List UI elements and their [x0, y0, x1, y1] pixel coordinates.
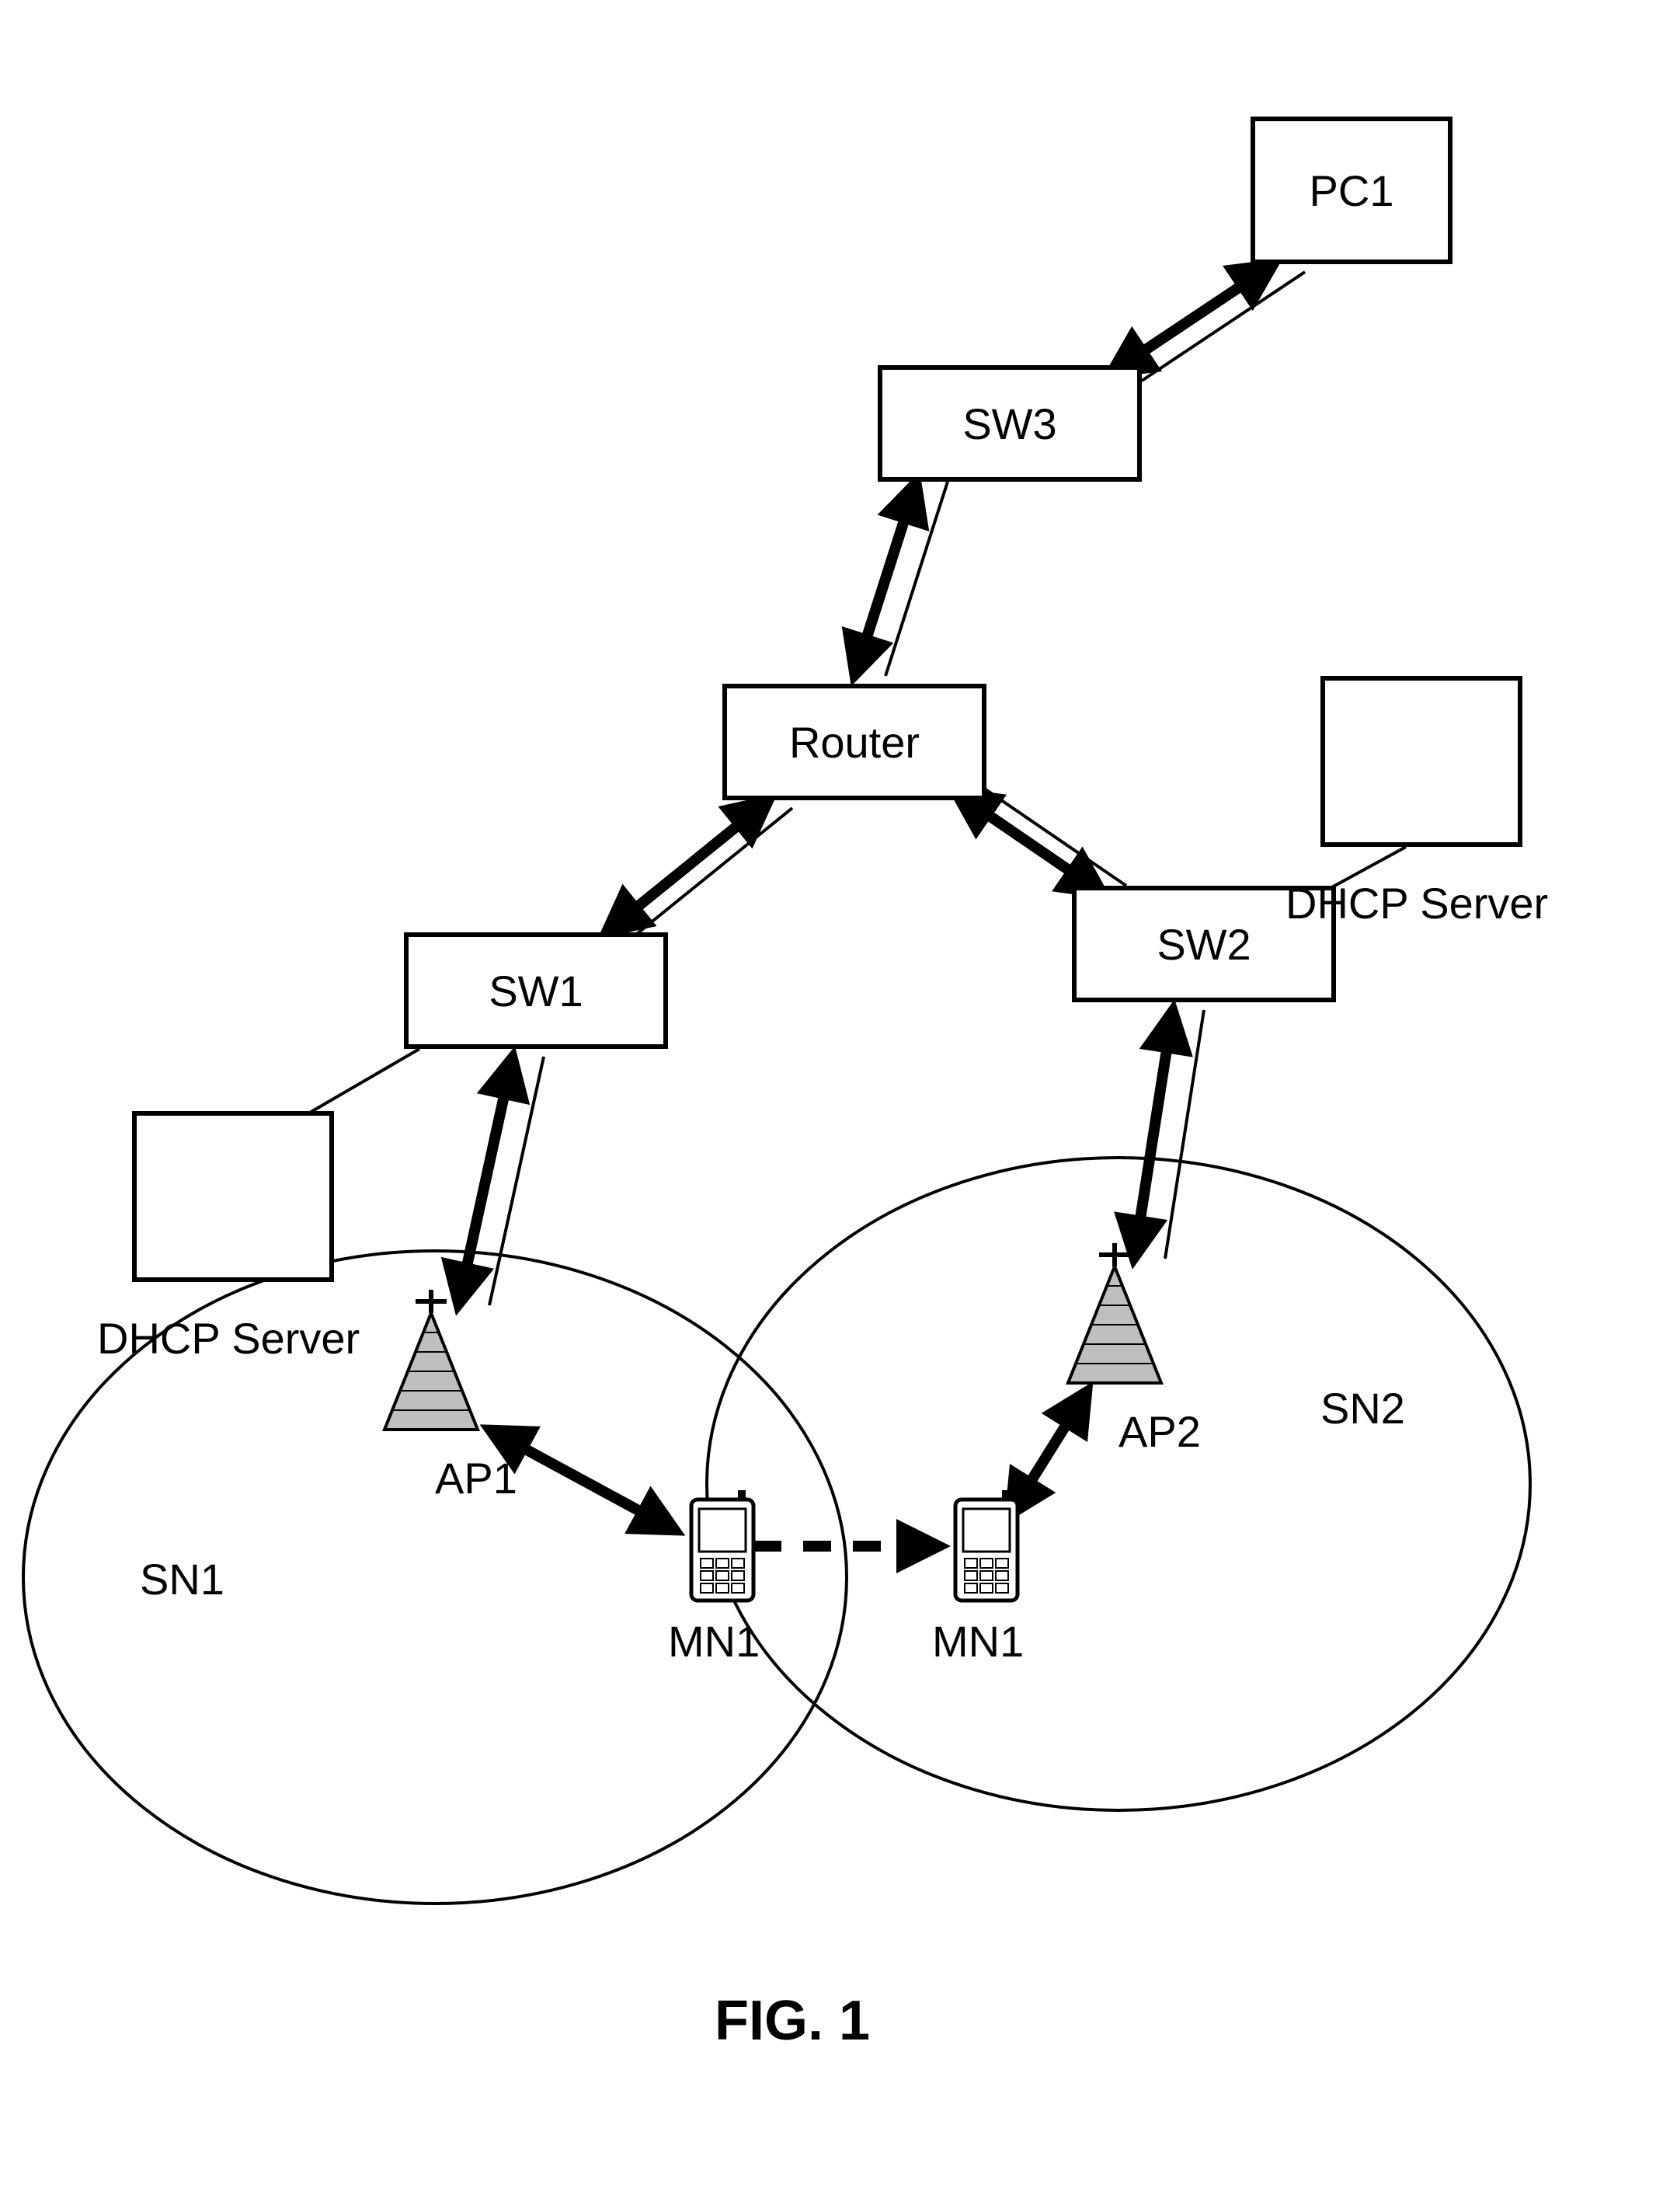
sn2-label: SN2	[1320, 1383, 1405, 1433]
mn1a-label: MN1	[668, 1616, 760, 1667]
ap1-label: AP1	[435, 1453, 517, 1503]
router-box: Router	[722, 684, 986, 800]
dhcp1-label: DHCP Server	[97, 1313, 360, 1364]
sw1-box: SW1	[404, 932, 668, 1049]
sw2-label: SW2	[1157, 919, 1251, 970]
network-diagram-svg	[0, 0, 1656, 2212]
router-label: Router	[789, 717, 920, 768]
ap2-label: AP2	[1118, 1406, 1201, 1457]
pc1-label: PC1	[1310, 165, 1394, 216]
antenna-icons	[384, 1243, 1161, 1430]
dhcp1-box	[132, 1111, 334, 1282]
pc1-box: PC1	[1251, 117, 1452, 264]
figure-caption: FIG. 1	[715, 1989, 870, 2053]
sn1-label: SN1	[140, 1554, 224, 1604]
sw3-label: SW3	[962, 399, 1056, 449]
mn1b-label: MN1	[932, 1616, 1024, 1667]
dhcp2-box	[1320, 676, 1522, 847]
dhcp2-label: DHCP Server	[1285, 878, 1548, 928]
sw1-label: SW1	[489, 966, 583, 1016]
sw3-box: SW3	[878, 365, 1142, 482]
